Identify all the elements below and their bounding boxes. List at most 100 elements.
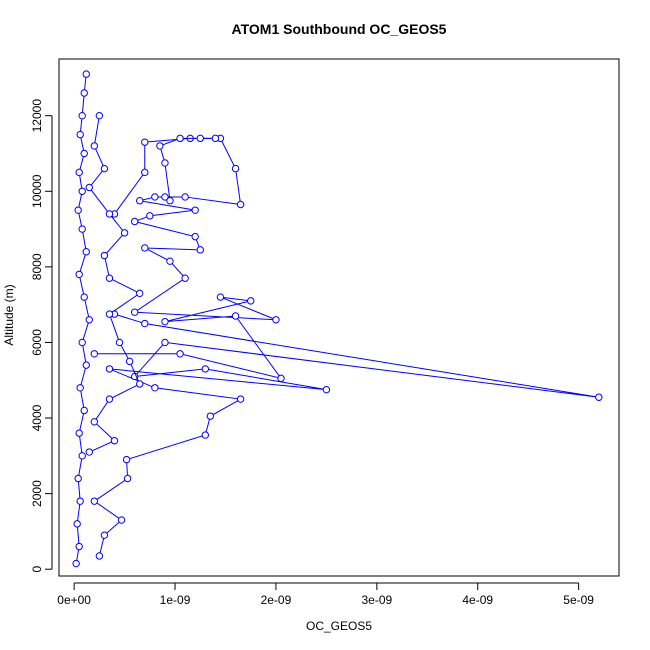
data-series — [90, 134, 285, 383]
data-point — [201, 365, 210, 373]
data-series — [156, 134, 220, 205]
data-point — [78, 338, 86, 347]
x-tick-label: 2e-09 — [261, 593, 292, 607]
data-point — [146, 212, 154, 220]
data-point — [196, 246, 204, 254]
data-point — [78, 452, 86, 460]
chart-title: ATOM1 Southbound OC_GEOS5 — [232, 21, 447, 37]
data-point — [216, 293, 225, 301]
data-point — [75, 168, 83, 177]
data-point — [236, 200, 245, 209]
data-point — [82, 70, 90, 78]
data-point — [141, 168, 149, 177]
data-point — [100, 164, 109, 173]
data-point — [161, 317, 169, 326]
data-point — [130, 217, 139, 226]
data-point — [78, 187, 86, 195]
data-point — [181, 193, 189, 201]
data-point — [90, 418, 99, 426]
data-point — [161, 193, 169, 201]
data-point — [176, 134, 184, 143]
y-axis-label: Altitude (m) — [2, 284, 16, 345]
x-tick-label: 4e-09 — [462, 593, 493, 607]
data-point — [95, 552, 104, 560]
data-point — [76, 384, 84, 392]
data-point — [100, 251, 109, 260]
x-tick-label: 5e-09 — [563, 593, 594, 607]
data-point — [80, 89, 88, 97]
data-point — [141, 244, 149, 252]
data-point — [78, 111, 86, 120]
data-point — [231, 164, 240, 173]
data-point — [110, 437, 119, 445]
x-tick-label: 0e+00 — [57, 593, 91, 607]
data-point — [161, 338, 169, 347]
data-point — [105, 310, 114, 318]
data-point — [73, 520, 81, 528]
data-point — [130, 308, 139, 316]
data-point — [272, 316, 280, 324]
data-point — [277, 374, 285, 383]
data-point — [90, 497, 99, 505]
data-point — [123, 474, 132, 483]
data-point — [82, 248, 90, 256]
data-point — [76, 497, 84, 505]
data-point — [156, 142, 164, 150]
data-point — [136, 197, 144, 205]
data-point — [74, 474, 82, 483]
data-point — [74, 206, 82, 214]
data-series — [90, 310, 603, 560]
data-point — [80, 406, 88, 415]
data-point — [75, 542, 83, 551]
data-point — [85, 316, 93, 324]
data-series — [72, 70, 93, 568]
data-point — [122, 455, 131, 464]
data-point — [100, 531, 109, 539]
data-point — [105, 210, 114, 218]
data-point — [247, 297, 255, 305]
data-point — [75, 429, 83, 437]
data-point — [136, 380, 144, 388]
y-axis: 0 2000 4000 6000 8000 10000 12000 — [30, 99, 53, 573]
data-point — [105, 395, 114, 403]
plot-frame — [58, 58, 620, 577]
data-point — [72, 559, 80, 568]
data-point — [105, 365, 114, 373]
data-point — [151, 384, 159, 392]
data-point — [80, 149, 88, 158]
data-point — [85, 183, 93, 192]
data-point — [95, 111, 104, 120]
data-point — [115, 338, 124, 347]
data-point — [105, 274, 114, 282]
data-point — [231, 312, 240, 320]
data-point — [191, 232, 199, 241]
data-point — [85, 448, 93, 456]
x-tick-label: 1e-09 — [160, 593, 191, 607]
y-tick-label: 2000 — [30, 480, 44, 507]
series-line — [93, 313, 599, 557]
data-point — [211, 134, 220, 143]
y-tick-label: 8000 — [30, 253, 44, 280]
data-point — [141, 319, 149, 328]
y-tick-label: 10000 — [30, 174, 44, 208]
data-series — [85, 111, 144, 456]
data-point — [141, 138, 149, 146]
data-point — [76, 130, 84, 139]
data-point — [322, 385, 331, 394]
data-point — [117, 516, 126, 524]
x-axis: 0e+00 1e-09 2e-09 3e-09 4e-09 5e-09 — [57, 582, 594, 607]
data-point — [595, 393, 603, 401]
data-point — [80, 293, 88, 301]
data-point — [151, 193, 159, 201]
y-tick-label: 12000 — [30, 99, 44, 133]
data-point — [206, 412, 215, 420]
data-point — [236, 395, 245, 403]
x-tick-label: 3e-09 — [361, 593, 392, 607]
y-tick-label: 0 — [30, 566, 44, 573]
data-point — [136, 289, 144, 298]
data-point — [176, 350, 184, 358]
data-point — [201, 431, 210, 439]
data-point — [82, 361, 90, 369]
